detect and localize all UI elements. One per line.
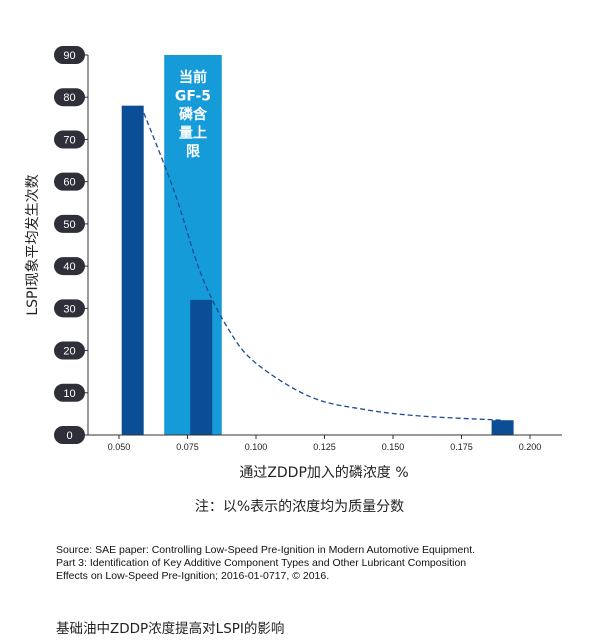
gf5-band-label-line: 量上: [179, 126, 207, 142]
data-bar: [121, 105, 144, 436]
gf5-band-label-line: 当前: [179, 69, 207, 86]
data-bar: [491, 420, 514, 435]
figure-caption: 基础油中ZDDP浓度提高对LSPI的影响: [56, 621, 285, 637]
x-tick-label: 0.200: [519, 442, 542, 452]
y-tick-label: 90: [63, 50, 75, 62]
y-tick-label: 20: [63, 346, 75, 358]
y-tick-pill: [54, 341, 85, 360]
gf5-band-label-line: 限: [186, 144, 200, 160]
x-tick-label: 0.175: [450, 442, 473, 452]
data-bar: [190, 299, 213, 435]
y-tick-pill: [54, 88, 85, 107]
x-tick-label: 0.150: [382, 442, 405, 452]
trend-line: [140, 105, 503, 421]
source-line: Source: SAE paper: Controlling Low-Speed…: [56, 544, 476, 556]
x-tick-label: 0.075: [176, 442, 199, 452]
y-tick-pill: [54, 426, 85, 444]
gf5-band-label-line: 磷含: [179, 106, 208, 123]
y-tick-pill: [54, 46, 85, 64]
source-line: Effects on Low-Speed Pre-Ignition; 2016-…: [56, 570, 330, 582]
x-tick-label: 0.125: [313, 442, 336, 452]
y-tick-label: 10: [63, 388, 75, 400]
y-tick-pill: [54, 383, 85, 402]
concentration-note: 注：以%表示的浓度均为质量分数: [194, 499, 405, 515]
source-citation: Source: SAE paper: Controlling Low-Speed…: [56, 544, 576, 583]
y-tick-label: 70: [63, 134, 75, 146]
y-tick-label: 30: [63, 303, 75, 315]
y-tick-pill: [54, 172, 85, 191]
y-tick-pill: [54, 130, 85, 149]
y-tick-pill: [54, 257, 85, 276]
gf5-band-label-line: GF-5: [175, 89, 211, 105]
x-axis-label: 通过ZDDP加入的磷浓度 %: [239, 465, 408, 481]
y-tick-label: 0: [66, 430, 72, 442]
x-tick-label: 0.050: [108, 442, 131, 452]
y-tick-label: 40: [63, 261, 75, 273]
y-tick-label: 80: [63, 92, 75, 104]
x-tick-label: 0.100: [245, 442, 268, 452]
y-axis-label: LSPI现象平均发生次数: [25, 174, 41, 315]
y-tick-label: 60: [63, 177, 75, 189]
y-tick-label: 50: [63, 219, 75, 231]
y-tick-pill: [54, 214, 85, 233]
source-line: Part 3: Identification of Key Additive C…: [56, 557, 467, 569]
y-tick-pill: [54, 299, 85, 318]
